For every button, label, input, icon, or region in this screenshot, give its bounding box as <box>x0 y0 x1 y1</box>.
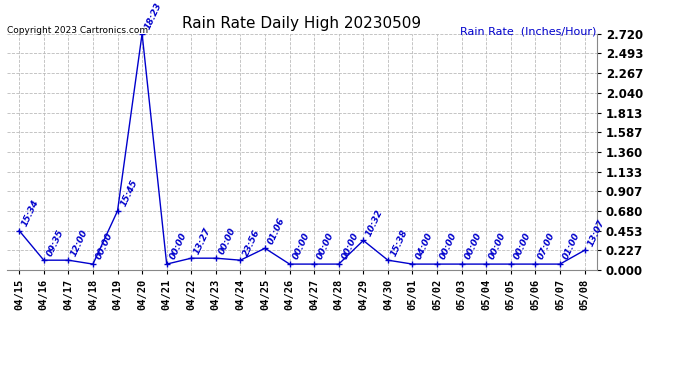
Text: 00:00: 00:00 <box>95 232 115 261</box>
Text: 00:00: 00:00 <box>340 232 360 261</box>
Text: 09:35: 09:35 <box>45 228 66 257</box>
Text: 00:00: 00:00 <box>438 232 459 261</box>
Text: 13:27: 13:27 <box>193 226 213 255</box>
Text: 15:45: 15:45 <box>119 178 139 208</box>
Text: 00:00: 00:00 <box>488 232 508 261</box>
Text: 23:56: 23:56 <box>241 228 262 257</box>
Text: 00:00: 00:00 <box>217 226 237 255</box>
Text: 00:00: 00:00 <box>291 232 311 261</box>
Text: 15:34: 15:34 <box>21 198 41 228</box>
Text: 04:00: 04:00 <box>414 232 434 261</box>
Text: 00:00: 00:00 <box>512 232 533 261</box>
Text: Copyright 2023 Cartronics.com: Copyright 2023 Cartronics.com <box>7 26 148 35</box>
Text: 12:00: 12:00 <box>70 228 90 257</box>
Text: 00:00: 00:00 <box>463 232 483 261</box>
Text: 00:00: 00:00 <box>168 232 188 261</box>
Text: 00:00: 00:00 <box>315 232 336 261</box>
Text: 10:32: 10:32 <box>365 208 385 238</box>
Text: 01:06: 01:06 <box>266 216 286 246</box>
Text: Rain Rate  (Inches/Hour): Rain Rate (Inches/Hour) <box>460 26 597 36</box>
Text: 13:07: 13:07 <box>586 218 607 248</box>
Text: 15:38: 15:38 <box>389 228 410 257</box>
Text: 07:00: 07:00 <box>537 232 557 261</box>
Text: 18:23: 18:23 <box>144 1 164 31</box>
Title: Rain Rate Daily High 20230509: Rain Rate Daily High 20230509 <box>182 16 422 31</box>
Text: 01:00: 01:00 <box>562 232 582 261</box>
